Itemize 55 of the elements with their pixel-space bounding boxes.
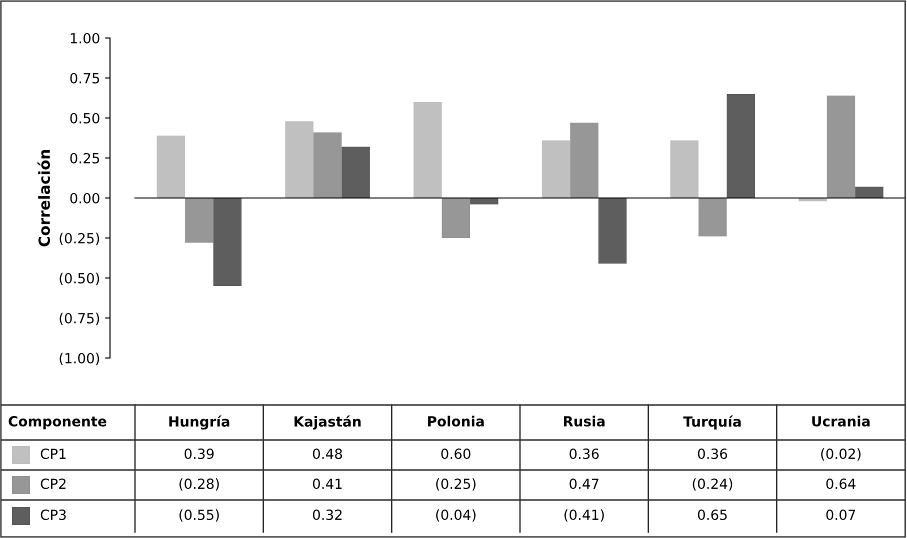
data-label: (0.41) bbox=[564, 509, 604, 522]
data-label: (0.24) bbox=[692, 478, 732, 491]
bar bbox=[442, 198, 470, 238]
bar bbox=[414, 102, 442, 198]
legend-title: Componente bbox=[8, 416, 106, 430]
y-tick-label: 1.00 bbox=[70, 32, 100, 44]
y-tick-label: 0.25 bbox=[70, 152, 100, 164]
bar bbox=[598, 198, 627, 264]
bar bbox=[313, 132, 342, 198]
bar bbox=[826, 96, 856, 198]
data-label: 0.48 bbox=[312, 448, 342, 460]
data-label: 0.36 bbox=[698, 448, 728, 460]
bar bbox=[855, 186, 884, 198]
bar bbox=[726, 94, 755, 198]
bar bbox=[342, 146, 370, 198]
y-tick-label: 0.00 bbox=[70, 192, 100, 204]
x-tick-label: Polonia bbox=[428, 416, 484, 427]
y-tick-label: 0.50 bbox=[70, 112, 100, 124]
x-tick-label: Hungría bbox=[169, 415, 230, 430]
x-tick-label: Rusia bbox=[564, 416, 605, 427]
data-label: 0.32 bbox=[312, 510, 342, 520]
data-label: 0.64 bbox=[826, 478, 856, 490]
data-label: (0.25) bbox=[436, 478, 476, 491]
bar bbox=[156, 136, 186, 198]
y-tick-label: (0.25) bbox=[60, 232, 100, 246]
bar bbox=[213, 198, 242, 286]
y-tick-label: (1.00) bbox=[60, 352, 100, 366]
data-label: (0.28) bbox=[179, 478, 219, 491]
data-label: 0.41 bbox=[312, 478, 342, 490]
legend-label: CP3 bbox=[40, 510, 66, 520]
x-tick-label: Turquía bbox=[683, 416, 741, 430]
y-tick-label: (0.75) bbox=[60, 312, 100, 326]
y-axis-title: Correlación bbox=[38, 150, 50, 246]
x-tick-label: Ucrania bbox=[812, 416, 870, 427]
data-label: 0.07 bbox=[826, 510, 856, 520]
legend-label: CP1 bbox=[40, 448, 66, 460]
y-tick-label: 0.75 bbox=[70, 72, 100, 84]
bar bbox=[285, 121, 314, 198]
data-label: (0.55) bbox=[179, 509, 219, 522]
data-label: 0.60 bbox=[441, 448, 470, 460]
data-label: (0.02) bbox=[821, 448, 861, 461]
data-label: 0.47 bbox=[570, 478, 598, 490]
bar bbox=[470, 198, 498, 204]
bar bbox=[542, 140, 570, 198]
x-tick-label: Kajastán bbox=[294, 415, 361, 430]
data-label: 0.65 bbox=[698, 510, 727, 520]
bar bbox=[698, 198, 727, 236]
data-label: 0.39 bbox=[184, 448, 214, 460]
data-label: 0.36 bbox=[570, 448, 599, 460]
legend-label: CP2 bbox=[40, 478, 66, 490]
data-label: (0.04) bbox=[436, 509, 476, 522]
y-tick-label: (0.50) bbox=[60, 272, 100, 286]
bar bbox=[670, 140, 699, 198]
bar bbox=[570, 122, 598, 198]
bar bbox=[185, 198, 214, 243]
